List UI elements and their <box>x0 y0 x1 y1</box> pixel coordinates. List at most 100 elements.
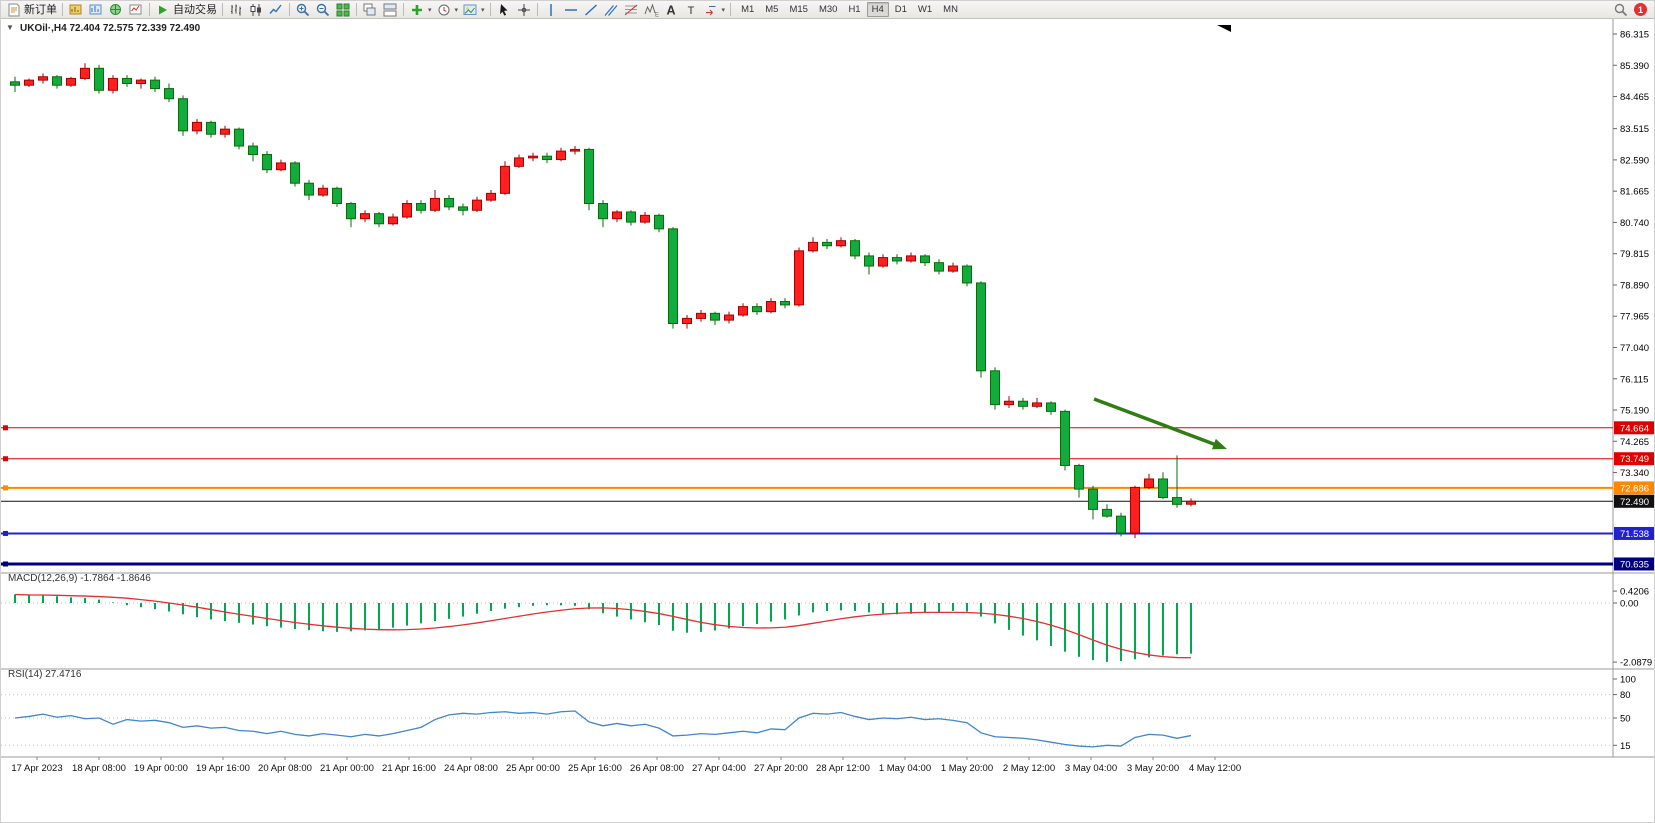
svg-text:24 Apr 08:00: 24 Apr 08:00 <box>444 763 498 774</box>
label-tool-button[interactable]: T <box>681 1 701 18</box>
candle-body <box>136 79 146 85</box>
templates-button[interactable]: ▾ <box>460 1 487 18</box>
price-badge-71.538 <box>1614 526 1654 540</box>
channel-tool-button[interactable] <box>601 1 621 18</box>
elliott-waves-tool-button[interactable]: E <box>641 1 661 18</box>
text-tool-button[interactable]: A <box>661 1 681 18</box>
candles-group <box>10 63 1196 539</box>
horizontal-line-71.538[interactable]: 71.538 <box>1 526 1655 540</box>
bars-chart-button[interactable] <box>226 1 246 18</box>
navigator-button[interactable] <box>106 1 126 18</box>
price-badge-bid <box>1614 494 1654 508</box>
candle-body <box>1102 508 1112 517</box>
symbol-panel-collapse-icon[interactable]: ▼ <box>6 23 14 32</box>
chart-canvas[interactable]: 86.315 85.390 84.465 83.515 82.590 81.665 80.7… <box>1 19 1655 823</box>
vertical-line-tool-button[interactable] <box>541 1 561 18</box>
hline-icon <box>563 2 579 18</box>
zoom-in-icon <box>295 2 311 18</box>
trend-arrow-annotation[interactable] <box>1093 397 1227 450</box>
horizontal-line-73.749[interactable]: 73.749 <box>1 452 1655 466</box>
candle-body <box>276 162 286 171</box>
zoom-out-button[interactable] <box>313 1 333 18</box>
candle-body <box>668 228 678 324</box>
svg-text:74.664: 74.664 <box>1620 423 1649 434</box>
arrange-windows-button[interactable] <box>380 1 400 18</box>
crosshair-tool-button[interactable] <box>514 1 534 18</box>
candle-body <box>430 197 440 211</box>
candles-chart-icon <box>248 2 264 18</box>
candle-body <box>360 213 370 220</box>
timeframe-d1-button[interactable]: D1 <box>894 4 907 15</box>
timeframe-h1-button[interactable]: H1 <box>848 4 861 15</box>
timeframe-w1-button[interactable]: W1 <box>917 4 933 15</box>
chart-area: 86.315 85.390 84.465 83.515 82.590 81.665 80.7… <box>1 19 1655 823</box>
dropdown-caret-icon[interactable]: ▾ <box>428 6 432 14</box>
dropdown-caret-icon[interactable]: ▾ <box>454 6 459 14</box>
cascade-windows-button[interactable] <box>360 1 380 18</box>
candle-body <box>528 155 538 159</box>
candle-body <box>514 157 524 167</box>
candles-chart-button[interactable] <box>246 1 266 18</box>
cursor-tool-button[interactable] <box>494 1 514 18</box>
line-chart-button[interactable] <box>266 1 286 18</box>
candle-body <box>864 255 874 267</box>
candle-body <box>444 197 454 208</box>
price-badge-70.635 <box>1614 557 1654 571</box>
timeframe-m30-button[interactable]: M30 <box>818 4 838 15</box>
timeframe-m1-button[interactable]: M1 <box>741 4 755 15</box>
candle-body <box>682 317 692 324</box>
fibonacci-tool-button[interactable] <box>621 1 641 18</box>
scroll-end-marker-icon[interactable] <box>1217 25 1231 32</box>
new-order-button[interactable]: 新订单 <box>4 1 59 18</box>
timeframe-mn-button[interactable]: MN <box>943 4 958 15</box>
periods-button[interactable]: ▾ <box>434 1 461 18</box>
dropdown-caret-icon[interactable]: ▾ <box>481 6 485 14</box>
rsi-panel: 100 80 50 15 <box>1 675 1636 752</box>
svg-text:100: 100 <box>1620 675 1636 686</box>
price-badge-73.749 <box>1614 452 1654 466</box>
svg-text:T: T <box>687 5 694 17</box>
candle-body <box>976 282 986 372</box>
time-axis[interactable]: 17 Apr 2023 18 Apr 08:00 19 Apr 00:00 19 Ap… <box>11 757 1241 774</box>
horizontal-line-70.635[interactable]: 70.635 <box>1 557 1655 571</box>
svg-text:86.315: 86.315 <box>1620 30 1649 41</box>
candle-body <box>206 121 216 135</box>
arrows-tool-icon <box>703 2 719 18</box>
candle-body <box>150 79 160 90</box>
chart-window-button[interactable] <box>86 1 106 18</box>
notification-badge[interactable]: 1 <box>1634 3 1647 16</box>
bars-chart-icon <box>228 2 244 18</box>
candle-body <box>262 153 272 171</box>
indicators-button[interactable]: ▾ <box>407 1 434 18</box>
market-watch-button[interactable] <box>66 1 86 18</box>
search-icon[interactable] <box>1613 2 1629 18</box>
svg-text:3 May 04:00: 3 May 04:00 <box>1065 763 1117 774</box>
zoom-out-icon <box>315 2 331 18</box>
candle-body <box>290 162 300 184</box>
timeframe-m5-button[interactable]: M5 <box>765 4 779 15</box>
arrows-tool-button[interactable]: ▾ <box>701 1 728 18</box>
toolbar-right-cluster: 1 <box>1613 2 1653 18</box>
svg-text:72.490: 72.490 <box>1620 497 1649 508</box>
terminal-button[interactable] <box>126 1 146 18</box>
horizontal-line-72.886[interactable]: 72.886 <box>1 481 1655 495</box>
zoom-in-button[interactable] <box>293 1 313 18</box>
timeframe-m15-button[interactable]: M15 <box>789 4 808 15</box>
line-handle <box>3 561 8 567</box>
candle-body <box>24 79 34 86</box>
candle-body <box>416 203 426 211</box>
price-badge-74.664 <box>1614 421 1654 435</box>
horizontal-line-74.664[interactable]: 74.664 <box>1 421 1655 435</box>
tile-windows-button[interactable] <box>333 1 353 18</box>
horizontal-line-tool-button[interactable] <box>561 1 581 18</box>
candle-body <box>234 128 244 147</box>
timeframe-h4-button[interactable]: H4 <box>866 2 889 17</box>
arrange-windows-icon <box>382 2 398 18</box>
auto-trading-button[interactable]: 自动交易 <box>153 1 219 18</box>
dropdown-caret-icon[interactable]: ▾ <box>721 6 726 14</box>
trendline-tool-button[interactable] <box>581 1 601 18</box>
candle-body <box>1130 486 1140 534</box>
candle-body <box>542 155 552 161</box>
